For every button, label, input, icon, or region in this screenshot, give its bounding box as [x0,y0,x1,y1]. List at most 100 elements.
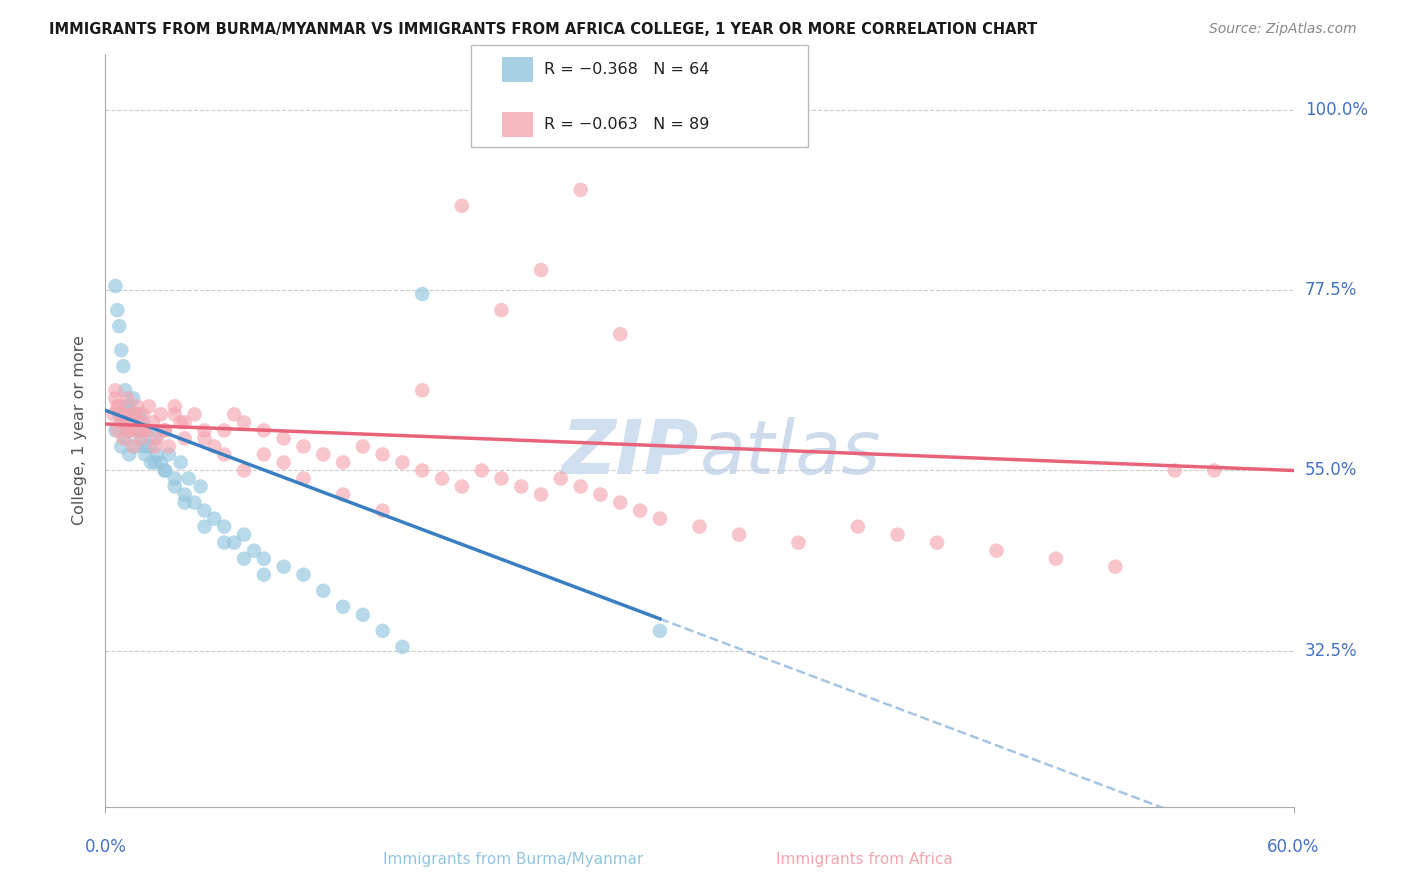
Point [224,535,246,549]
Point [118,447,141,461]
Text: 60.0%: 60.0% [1267,838,1320,855]
Point [253,447,276,461]
Point [648,624,671,638]
Point [177,471,200,485]
Point [273,431,295,445]
Point [1045,551,1067,566]
Text: 77.5%: 77.5% [1305,281,1357,299]
Point [569,479,592,493]
Point [104,384,127,398]
Point [129,431,152,445]
Point [214,519,236,533]
Point [114,384,136,398]
Point [103,408,125,422]
Point [332,455,354,469]
Point [153,424,176,438]
Point [214,447,236,461]
Point [243,543,266,558]
Point [450,199,472,213]
Point [846,519,869,533]
Point [108,408,131,422]
Point [352,607,374,622]
Point [170,455,193,469]
Point [105,303,128,318]
Point [128,416,150,430]
Point [173,416,195,430]
Point [1104,559,1126,574]
Point [138,400,160,414]
Text: atlas: atlas [700,417,882,489]
Point [550,471,572,485]
Point [120,408,142,422]
Point [127,424,149,438]
Point [153,424,176,438]
Point [122,392,145,406]
Point [371,624,394,638]
Point [173,495,195,509]
Text: 100.0%: 100.0% [1305,101,1368,119]
Point [110,343,132,358]
Text: Source: ZipAtlas.com: Source: ZipAtlas.com [1209,22,1357,37]
Point [118,424,141,438]
Point [173,487,195,501]
Point [214,535,236,549]
Text: 32.5%: 32.5% [1305,642,1357,660]
Point [134,424,156,438]
Point [589,487,612,501]
Text: R = −0.368   N = 64: R = −0.368 N = 64 [544,62,710,77]
Point [129,431,152,445]
Point [183,408,205,422]
Point [108,400,131,414]
Point [233,527,256,541]
Point [569,183,592,197]
Point [153,463,176,477]
Point [689,519,711,533]
Text: ZIP: ZIP [562,417,700,490]
Point [371,447,394,461]
Point [411,287,433,301]
Point [312,583,335,598]
Point [104,392,127,406]
Point [450,479,472,493]
Point [193,431,215,445]
Point [134,424,156,438]
Point [202,511,225,525]
Point [471,463,494,477]
Point [332,487,354,501]
Text: Immigrants from Africa: Immigrants from Africa [776,852,953,867]
Point [491,471,513,485]
Point [224,408,246,422]
Point [112,359,135,374]
Point [124,439,146,453]
Point [292,439,315,453]
Text: Immigrants from Burma/Myanmar: Immigrants from Burma/Myanmar [382,852,644,867]
Point [149,408,172,422]
Point [124,408,146,422]
Point [628,503,651,517]
Point [292,567,315,582]
Point [253,551,276,566]
Point [648,511,671,525]
Point [163,408,186,422]
Point [233,463,256,477]
Text: IMMIGRANTS FROM BURMA/MYANMAR VS IMMIGRANTS FROM AFRICA COLLEGE, 1 YEAR OR MORE : IMMIGRANTS FROM BURMA/MYANMAR VS IMMIGRA… [49,22,1038,37]
Point [132,408,155,422]
Point [371,503,394,517]
Point [143,455,166,469]
Point [233,416,256,430]
Point [728,527,751,541]
Point [193,519,215,533]
Point [787,535,810,549]
Point [183,495,205,509]
Point [170,416,193,430]
Point [193,503,215,517]
Point [530,263,553,277]
Point [122,439,145,453]
Point [163,471,186,485]
Point [391,455,413,469]
Point [233,551,256,566]
Point [105,424,128,438]
Point [112,431,135,445]
Point [163,479,186,493]
Text: 55.0%: 55.0% [1305,461,1357,480]
